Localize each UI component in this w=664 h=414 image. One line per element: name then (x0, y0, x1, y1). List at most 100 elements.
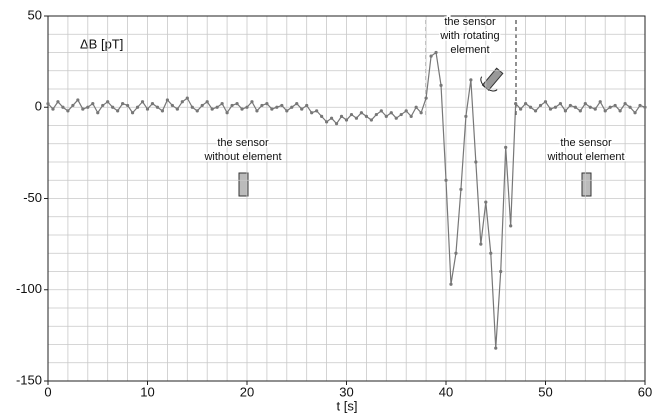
x-tick-label: 60 (638, 384, 652, 399)
data-point (618, 109, 622, 113)
data-point (399, 112, 403, 117)
data-point (255, 109, 259, 113)
data-point (454, 251, 458, 255)
data-point (220, 102, 224, 106)
data-point (344, 118, 349, 122)
data-point (509, 224, 513, 228)
data-point (374, 112, 378, 117)
data-point (553, 105, 558, 109)
data-point (524, 102, 528, 106)
data-point (140, 100, 145, 104)
data-point (568, 103, 572, 108)
data-point (235, 102, 239, 106)
data-point (121, 102, 125, 106)
data-point (101, 103, 105, 108)
x-tick-label: 20 (240, 384, 254, 399)
annotation: without element (203, 151, 281, 163)
data-point (414, 105, 418, 109)
data-point (175, 107, 179, 111)
y-tick-label: -50 (23, 190, 42, 205)
data-point (528, 105, 533, 109)
data-point (245, 105, 249, 109)
data-point (548, 107, 553, 111)
annotation: without element (546, 151, 624, 163)
data-point (583, 102, 587, 106)
data-point (578, 109, 582, 113)
data-point (91, 102, 95, 106)
data-point (563, 109, 568, 113)
data-point (494, 346, 498, 350)
data-point (533, 109, 538, 113)
data-point (285, 109, 289, 113)
y-tick-label: -150 (16, 372, 42, 387)
data-point (81, 107, 85, 111)
data-point (543, 100, 548, 104)
data-point (404, 109, 408, 113)
data-point (205, 100, 209, 104)
data-point (150, 102, 155, 106)
data-point (613, 103, 617, 108)
data-point (459, 187, 463, 191)
data-point (225, 111, 229, 115)
data-point (384, 114, 388, 118)
data-point (310, 111, 314, 115)
data-point (315, 109, 319, 113)
sensor-icon (581, 172, 592, 197)
data-point (250, 100, 254, 104)
data-point (215, 105, 219, 109)
annotation: element (450, 44, 489, 56)
data-point (369, 118, 373, 122)
data-point (300, 107, 304, 111)
data-point (135, 105, 140, 109)
data-point (46, 102, 50, 106)
data-point (116, 109, 120, 113)
data-point (359, 111, 364, 115)
annotation: the sensor (560, 137, 612, 149)
data-point (429, 54, 433, 58)
annotation: the sensor (217, 137, 269, 149)
data-point (538, 103, 543, 108)
data-point (608, 105, 612, 109)
data-point (260, 103, 264, 108)
y-tick-label: 50 (28, 7, 42, 22)
x-tick-label: 0 (44, 384, 51, 399)
data-point (598, 100, 602, 104)
data-point (270, 107, 274, 111)
annotation: with rotating (439, 30, 499, 42)
x-tick-label: 10 (140, 384, 154, 399)
data-point (329, 116, 334, 120)
x-tick-label: 40 (439, 384, 453, 399)
data-point (588, 105, 592, 109)
x-axis-label: t [s] (337, 398, 358, 413)
data-point (379, 109, 383, 113)
data-point (349, 112, 354, 117)
data-point (130, 111, 135, 115)
data-point (354, 116, 359, 120)
data-point (305, 103, 309, 108)
data-point (325, 120, 329, 124)
data-point (334, 122, 339, 126)
data-point (290, 105, 294, 109)
data-point (424, 96, 428, 100)
data-point (484, 200, 488, 204)
y-tick-label: 0 (35, 99, 42, 114)
data-point (389, 111, 393, 115)
data-point (419, 111, 423, 115)
data-point (434, 50, 438, 55)
x-tick-label: 50 (538, 384, 552, 399)
data-point (86, 105, 90, 109)
data-point (339, 114, 344, 118)
data-point (409, 114, 413, 118)
data-point (230, 103, 234, 108)
data-point (280, 103, 284, 108)
data-point (51, 107, 55, 111)
data-point (514, 102, 518, 106)
data-point (593, 107, 597, 111)
data-point (439, 83, 443, 87)
data-point (558, 102, 563, 106)
data-point (61, 105, 65, 109)
sensor-icon (238, 172, 249, 197)
data-point (71, 103, 75, 108)
data-point (126, 103, 130, 108)
